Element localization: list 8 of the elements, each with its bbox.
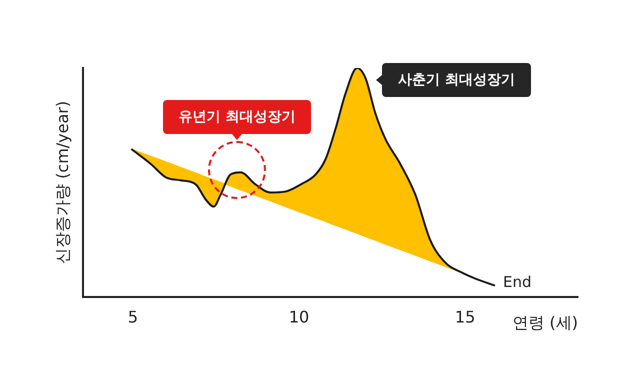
y-axis-title: 신장증가량 (cm/year) [52, 100, 72, 264]
x-tick-label: 10 [288, 308, 310, 327]
annotation: End [502, 272, 532, 291]
annotation: 사춘기 최대성장기 [382, 63, 532, 97]
annotation: 유년기 최대성장기 [162, 100, 312, 134]
x-tick-label: 15 [454, 308, 476, 327]
x-axis-title: 연령 (세) [512, 312, 578, 332]
x-tick-label: 5 [128, 308, 138, 327]
